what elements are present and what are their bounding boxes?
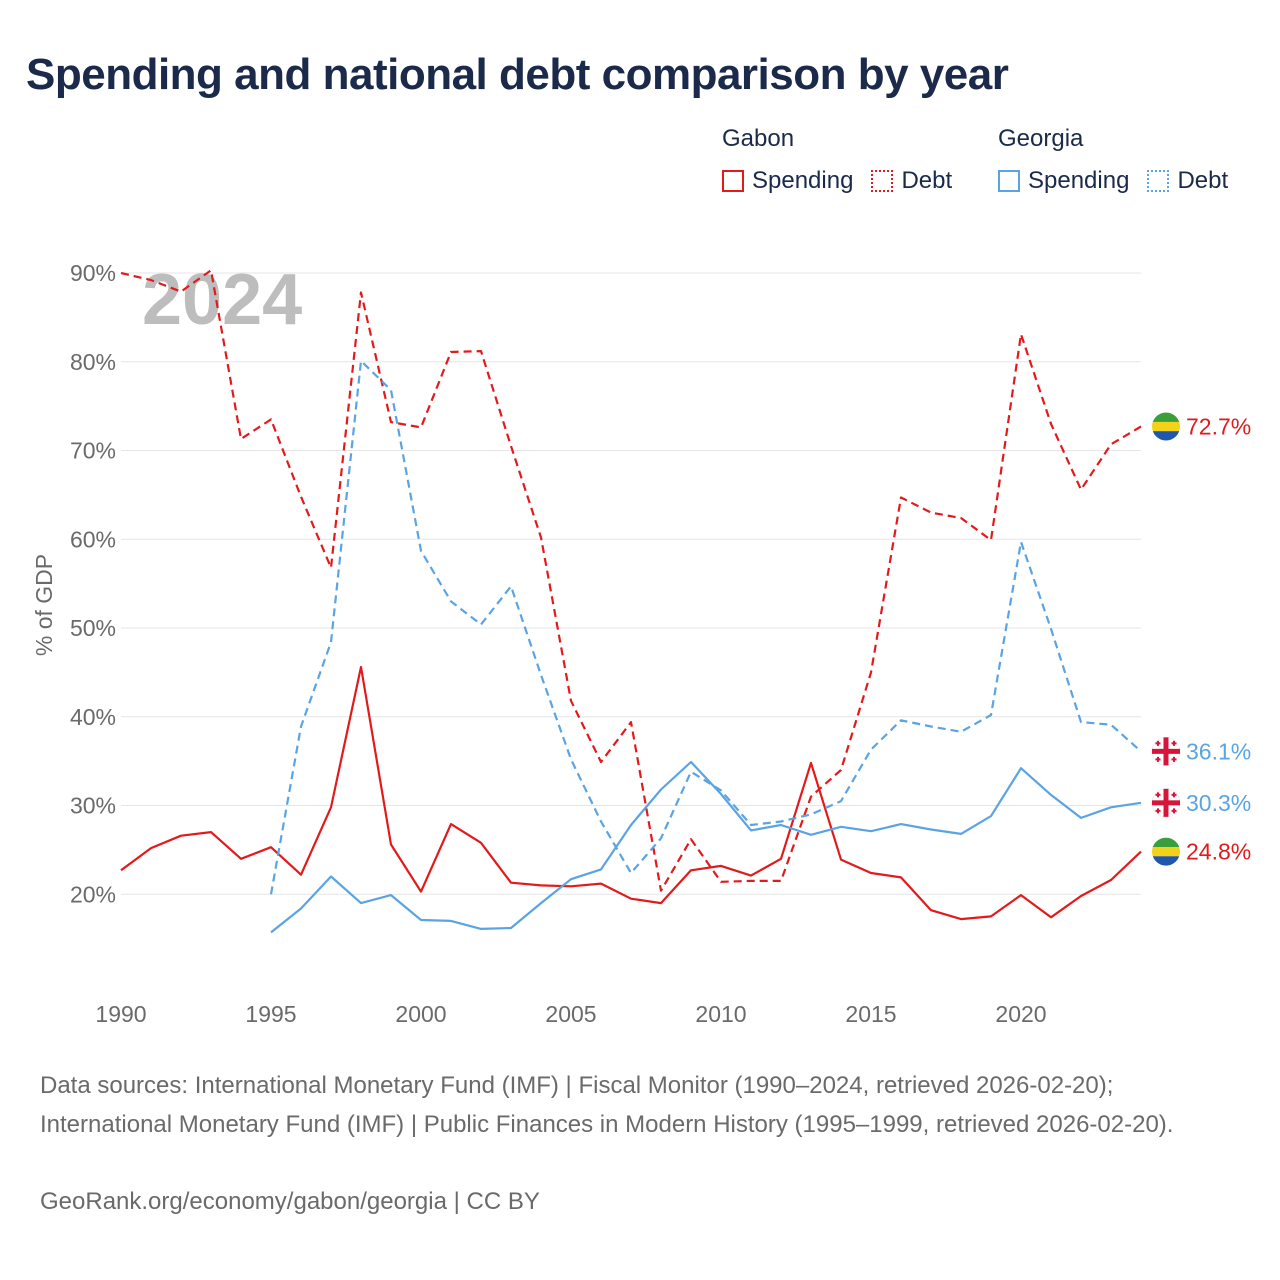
georgia-flag-small-cross	[1173, 808, 1175, 814]
y-tick-label: 30%	[70, 793, 116, 819]
gabon-debt-line	[120, 269, 1142, 892]
legend-swatch-solid-icon	[998, 170, 1020, 192]
georgia-debt-line	[269, 359, 1142, 895]
georgia-flag-cross	[1163, 737, 1169, 766]
end-value-label: 36.1%	[1186, 738, 1251, 764]
legend-swatch-solid-icon	[722, 170, 744, 192]
data-source-note: Data sources: International Monetary Fun…	[40, 1072, 1174, 1138]
x-tick-label: 2000	[395, 1001, 446, 1027]
y-tick-label: 20%	[70, 881, 116, 907]
legend-georgia: Georgia Spending Debt	[998, 124, 1246, 196]
y-tick-label: 80%	[70, 349, 116, 375]
legend-swatch-dotted-icon	[871, 170, 894, 192]
legend-item-label: Debt	[901, 167, 953, 194]
y-tick-label: 60%	[70, 526, 116, 552]
georgia-flag-small-cross	[1157, 756, 1159, 762]
end-value-label: 24.8%	[1186, 839, 1251, 865]
x-tick-label: 2015	[845, 1001, 896, 1027]
end-value-label: 30.3%	[1186, 790, 1251, 816]
y-tick-label: 90%	[70, 260, 116, 286]
x-tick-label: 2020	[995, 1001, 1046, 1027]
legend-georgia-label: Georgia	[998, 125, 1084, 152]
georgia-flag-cross	[1163, 788, 1169, 817]
y-tick-label: 40%	[70, 704, 116, 730]
page-title: Spending and national debt comparison by…	[26, 50, 1009, 99]
x-tick-label: 1995	[245, 1001, 296, 1027]
legend-item-label: Spending	[1028, 167, 1130, 194]
legend-gabon-debt[interactable]: Debt	[871, 167, 952, 195]
end-value-label: 72.7%	[1186, 414, 1251, 440]
legend-gabon-label: Gabon	[722, 125, 795, 152]
legend-georgia-debt[interactable]: Debt	[1147, 167, 1228, 195]
gabon-flag-icon	[1152, 412, 1180, 441]
y-tick-label: 50%	[70, 615, 116, 641]
georgia-flag-small-cross	[1173, 756, 1175, 762]
legend-item-label: Spending	[752, 167, 854, 194]
y-axis-label: % of GDP	[31, 554, 57, 656]
y-tick-label: 70%	[70, 438, 116, 464]
credit-link[interactable]: GeoRank.org/economy/gabon/georgia | CC B…	[40, 1188, 540, 1215]
georgia-flag-small-cross	[1157, 808, 1159, 814]
georgia-flag-small-cross	[1173, 740, 1175, 746]
gabon-spending-line	[120, 665, 1142, 921]
legend-georgia-spending[interactable]: Spending	[998, 167, 1129, 195]
line-chart: 20% 30% 40% 50% 60% 70% 80% 90% 1990 1995 2000 2005…	[31, 260, 1251, 1027]
georgia-flag-small-cross	[1157, 792, 1159, 798]
georgia-flag-small-cross	[1157, 740, 1159, 746]
x-tick-label: 1990	[95, 1001, 146, 1027]
legend-item-label: Debt	[1177, 167, 1229, 194]
legend-gabon-spending[interactable]: Spending	[722, 167, 853, 195]
x-tick-label: 2005	[545, 1001, 596, 1027]
x-tick-label: 2010	[695, 1001, 746, 1027]
gabon-flag-icon	[1152, 837, 1180, 866]
georgia-flag-small-cross	[1173, 792, 1175, 798]
georgia-spending-line	[270, 760, 1142, 934]
legend-swatch-dotted-icon	[1147, 170, 1170, 192]
legend-gabon: Gabon Spending Debt	[722, 124, 970, 196]
